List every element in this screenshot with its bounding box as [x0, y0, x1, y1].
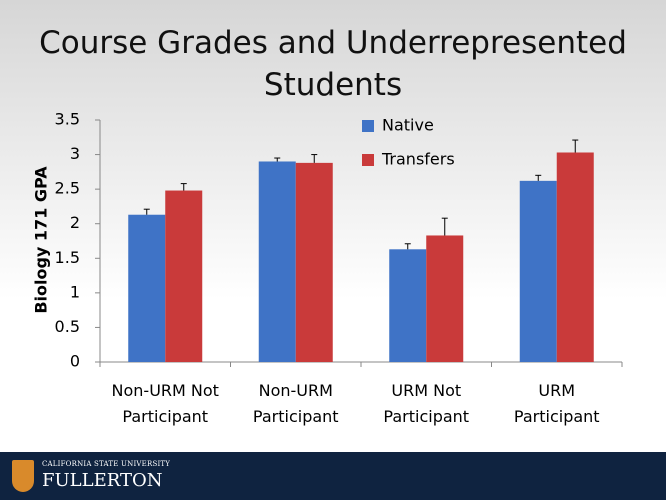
chart: Biology 171 GPA 0 0.5 1 1.5 2 2.5 3 3.5 Native Tr…	[32, 110, 623, 371]
x-tick-label: URM Not Participant	[383, 381, 470, 426]
bar	[258, 161, 296, 362]
legend-swatch	[362, 120, 374, 132]
university-label: CALIFORNIA STATE UNIVERSITY	[42, 460, 171, 468]
bar	[389, 249, 427, 362]
chart-title: Course Grades and Underrepresented Stude…	[39, 25, 627, 103]
university-name: FULLERTON	[42, 470, 163, 491]
bar	[556, 152, 594, 362]
logo	[12, 460, 34, 492]
x-tick-label: Non-URM Not Participant	[111, 381, 219, 426]
y-tick-label: 3	[70, 144, 80, 163]
y-tick-label: 0.5	[55, 317, 80, 336]
bar	[519, 180, 557, 362]
y-tick-label: 3.5	[55, 110, 80, 129]
bar	[295, 162, 333, 362]
y-tick-label: 2.5	[55, 179, 80, 198]
legend-label: Transfers	[381, 150, 455, 169]
x-tick-label: Non-URM Participant	[252, 381, 339, 426]
y-tick-label: 1	[70, 282, 80, 301]
legend-label: Native	[382, 116, 434, 135]
bar	[128, 214, 166, 362]
footer: CALIFORNIA STATE UNIVERSITY FULLERTON	[0, 452, 666, 500]
bar	[426, 235, 464, 362]
legend-swatch	[362, 154, 374, 166]
y-tick-label: 0	[70, 352, 80, 371]
y-tick-label: 2	[70, 213, 80, 232]
y-axis-label: Biology 171 GPA	[32, 166, 51, 314]
bar	[165, 190, 203, 362]
x-tick-label: URM Participant	[513, 381, 600, 426]
y-tick-label: 1.5	[55, 248, 80, 267]
